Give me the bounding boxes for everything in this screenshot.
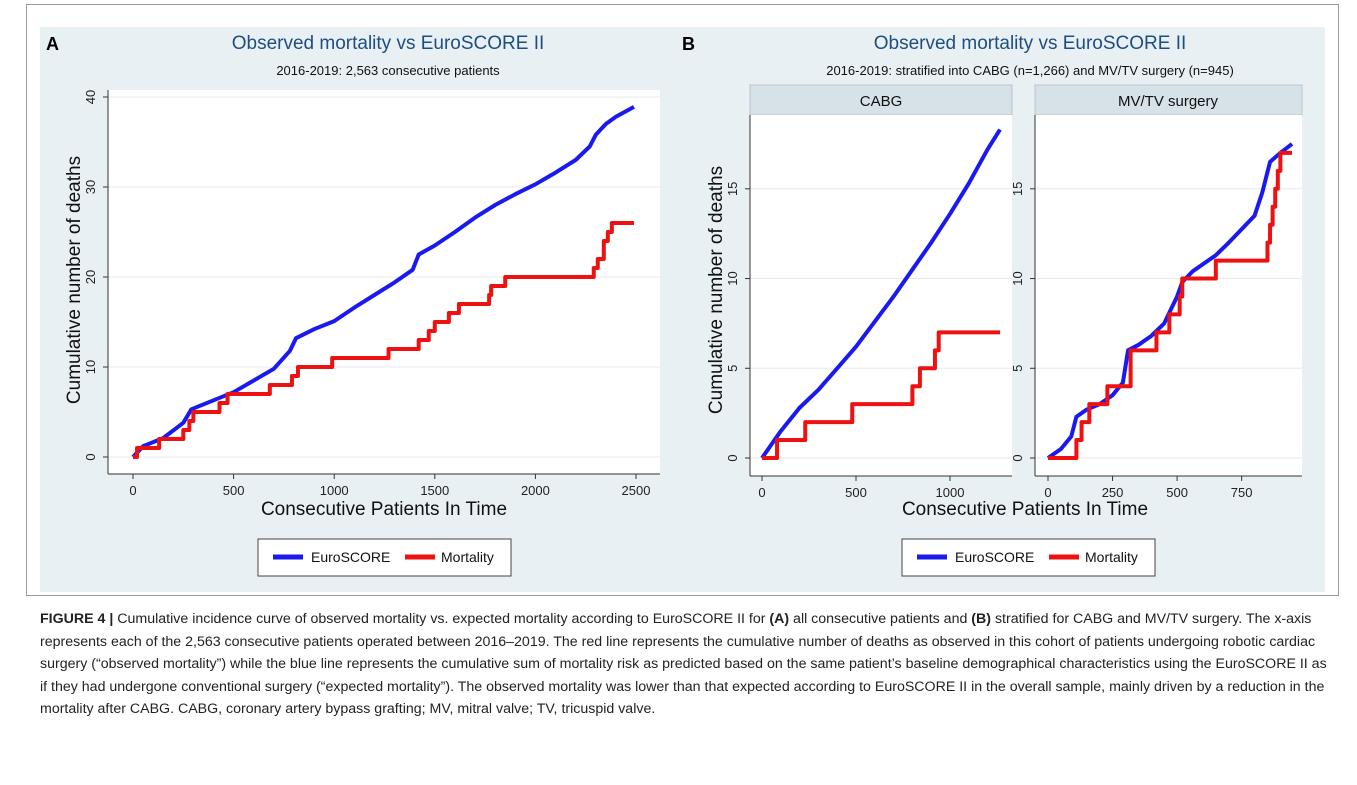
facet-cabg-x-tick-label: 1000	[936, 485, 965, 500]
panel-a-letter: A	[46, 34, 59, 54]
panel-a-line-mortality	[133, 221, 634, 459]
facet-cabg-line-mortality	[762, 330, 1000, 460]
facet-mvtv-x-tick-label: 750	[1231, 485, 1253, 500]
caption-body: Cumulative incidence curve of observed m…	[40, 611, 1327, 717]
panel-a-y-axis-label: Cumulative number of deaths	[64, 156, 85, 404]
caption-segment: Cumulative incidence curve of observed m…	[113, 611, 770, 627]
panel-a-line-euroscore	[131, 105, 635, 459]
panel-a-y-tick-label: 30	[83, 180, 98, 194]
panel-a-x-tick-label: 2500	[622, 483, 651, 498]
panel-a-title: Observed mortality vs EuroSCORE II	[232, 33, 545, 54]
facet-cabg-y-tick-label: 10	[725, 271, 740, 285]
panel-b-subtitle: 2016-2019: stratified into CABG (n=1,266…	[826, 63, 1234, 78]
facet-mvtv-line-euroscore	[1046, 142, 1294, 460]
panel-a-x-axis-label: Consecutive Patients In Time	[261, 499, 507, 520]
panel-a-x-tick-label: 1500	[420, 483, 449, 498]
facet-mvtv-y-tick-label: 10	[1010, 271, 1025, 285]
facet-mvtv-y-tick-label: 15	[1010, 182, 1025, 196]
caption-segment: (B)	[971, 611, 991, 627]
panel-a-y-tick-label: 0	[83, 453, 98, 460]
facet-label-mvtv: MV/TV surgery	[1118, 93, 1219, 110]
caption-segment: stratified for CABG and MV/TV surgery. T…	[40, 611, 1327, 718]
facet-label-cabg: CABG	[860, 93, 903, 110]
panel-a-x-tick-label: 0	[129, 483, 136, 498]
facet-mvtv-x-tick-label: 500	[1166, 485, 1188, 500]
figure-chart: A Observed mortality vs EuroSCORE II 201…	[40, 27, 1325, 592]
panel-a-y-tick-label: 10	[83, 360, 98, 374]
facet-mvtv-x-tick-label: 0	[1044, 485, 1051, 500]
panel-b-legend-euroscore: EuroSCORE	[955, 549, 1034, 565]
panel-a-y-tick-label: 40	[83, 90, 98, 104]
facet-mvtv-y-tick-label: 5	[1010, 365, 1025, 372]
panel-a-x-tick-label: 2000	[521, 483, 550, 498]
panel-a-legend-mortality: Mortality	[441, 549, 494, 565]
facet-cabg-line-euroscore	[760, 128, 1002, 460]
facet-strip-cabg	[749, 84, 1013, 116]
panel-a-y-tick-label: 20	[83, 270, 98, 284]
figure-caption: FIGURE 4 | Cumulative incidence curve of…	[40, 608, 1330, 721]
panel-b: B Observed mortality vs EuroSCORE II 201…	[682, 33, 1303, 577]
panel-a-subtitle: 2016-2019: 2,563 consecutive patients	[276, 63, 500, 78]
facet-mvtv-y-tick-label: 0	[1010, 454, 1025, 461]
panel-b-x-axis-label: Consecutive Patients In Time	[902, 499, 1148, 520]
panel-a-plot-area	[108, 90, 660, 474]
caption-label: FIGURE 4 |	[40, 611, 114, 627]
panel-a-legend: EuroSCORE Mortality	[257, 538, 512, 577]
panel-b-legend-mortality: Mortality	[1085, 549, 1138, 565]
caption-segment: all consecutive patients and	[789, 611, 972, 627]
facet-mvtv-x-tick-label: 250	[1102, 485, 1124, 500]
facet-strip-mvtv	[1034, 84, 1303, 116]
caption-segment: (A)	[769, 611, 790, 627]
panel-b-legend: EuroSCORE Mortality	[901, 538, 1156, 577]
facet-cabg-y-tick-label: 15	[725, 182, 740, 196]
panel-b-y-axis-label: Cumulative number of deaths	[706, 166, 727, 414]
panel-a: A Observed mortality vs EuroSCORE II 201…	[46, 33, 660, 577]
facet-cabg-x-tick-label: 0	[758, 485, 765, 500]
facet-cabg-x-tick-label: 500	[845, 485, 867, 500]
panel-a-x-tick-label: 1000	[320, 483, 349, 498]
panel-b-letter: B	[682, 34, 695, 54]
panel-a-x-tick-label: 500	[223, 483, 245, 498]
facet-cabg-y-tick-label: 0	[725, 454, 740, 461]
facet-mvtv-line-mortality	[1048, 150, 1292, 460]
panel-a-legend-euroscore: EuroSCORE	[311, 549, 390, 565]
panel-b-title: Observed mortality vs EuroSCORE II	[874, 33, 1187, 54]
facet-cabg-y-tick-label: 5	[725, 365, 740, 372]
